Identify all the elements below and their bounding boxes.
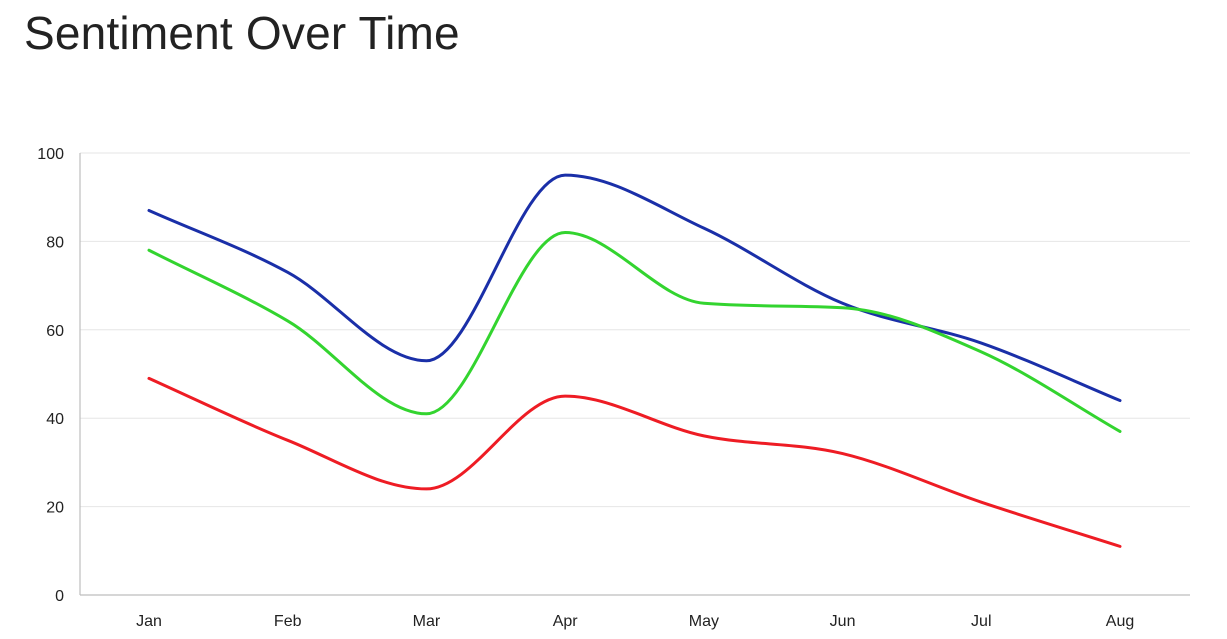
gridlines bbox=[80, 152, 1190, 508]
x-tick-label: May bbox=[689, 613, 719, 630]
y-tick-label: 80 bbox=[46, 234, 64, 251]
series-line-1 bbox=[147, 173, 1122, 403]
axes bbox=[79, 153, 1190, 596]
x-tick-label: Feb bbox=[274, 613, 302, 630]
x-tick-label: Apr bbox=[553, 613, 579, 630]
y-tick-label: 60 bbox=[46, 323, 64, 340]
x-tick-label: Jun bbox=[830, 613, 856, 630]
x-tick-label: Aug bbox=[1106, 613, 1134, 630]
x-tick-label: Mar bbox=[413, 613, 441, 630]
series-lines bbox=[147, 173, 1122, 548]
chart-title: Sentiment Over Time bbox=[24, 7, 460, 59]
x-tick-label: Jan bbox=[136, 613, 162, 630]
x-tick-label: Jul bbox=[971, 613, 991, 630]
y-tick-label: 20 bbox=[46, 500, 64, 517]
y-tick-label: 40 bbox=[46, 411, 64, 428]
y-tick-label: 100 bbox=[37, 146, 64, 163]
series-line-2 bbox=[147, 231, 1122, 433]
y-tick-label: 0 bbox=[55, 588, 64, 605]
x-tick-labels: Jan Feb Mar Apr May Jun Jul Aug bbox=[136, 613, 1134, 630]
series-line-3 bbox=[147, 376, 1122, 548]
y-tick-labels: 0 20 40 60 80 100 bbox=[37, 146, 64, 605]
